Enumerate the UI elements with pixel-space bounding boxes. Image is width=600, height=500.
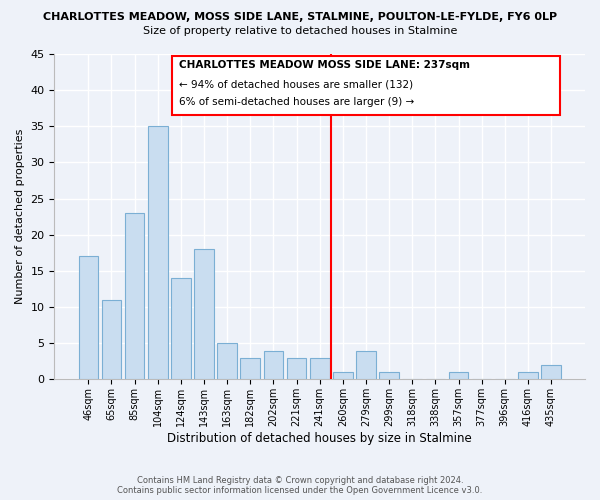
Bar	[194, 250, 214, 380]
Bar	[241, 358, 260, 380]
Bar	[171, 278, 191, 380]
Bar	[333, 372, 353, 380]
Text: Contains HM Land Registry data © Crown copyright and database right 2024.: Contains HM Land Registry data © Crown c…	[137, 476, 463, 485]
Text: CHARLOTTES MEADOW MOSS SIDE LANE: 237sqm: CHARLOTTES MEADOW MOSS SIDE LANE: 237sqm	[179, 60, 470, 70]
Bar	[101, 300, 121, 380]
Bar	[379, 372, 399, 380]
Text: 6% of semi-detached houses are larger (9) →: 6% of semi-detached houses are larger (9…	[179, 98, 414, 108]
Bar	[148, 126, 167, 380]
Bar	[263, 350, 283, 380]
X-axis label: Distribution of detached houses by size in Stalmine: Distribution of detached houses by size …	[167, 432, 472, 445]
Bar	[217, 344, 237, 380]
Text: CHARLOTTES MEADOW, MOSS SIDE LANE, STALMINE, POULTON-LE-FYLDE, FY6 0LP: CHARLOTTES MEADOW, MOSS SIDE LANE, STALM…	[43, 12, 557, 22]
Bar	[541, 365, 561, 380]
Text: Size of property relative to detached houses in Stalmine: Size of property relative to detached ho…	[143, 26, 457, 36]
Bar	[518, 372, 538, 380]
Text: ← 94% of detached houses are smaller (132): ← 94% of detached houses are smaller (13…	[179, 80, 413, 90]
Bar	[449, 372, 469, 380]
Bar	[310, 358, 329, 380]
Bar	[79, 256, 98, 380]
FancyBboxPatch shape	[172, 56, 560, 116]
Bar	[287, 358, 307, 380]
Bar	[125, 213, 145, 380]
Text: Contains public sector information licensed under the Open Government Licence v3: Contains public sector information licen…	[118, 486, 482, 495]
Y-axis label: Number of detached properties: Number of detached properties	[15, 129, 25, 304]
Bar	[356, 350, 376, 380]
